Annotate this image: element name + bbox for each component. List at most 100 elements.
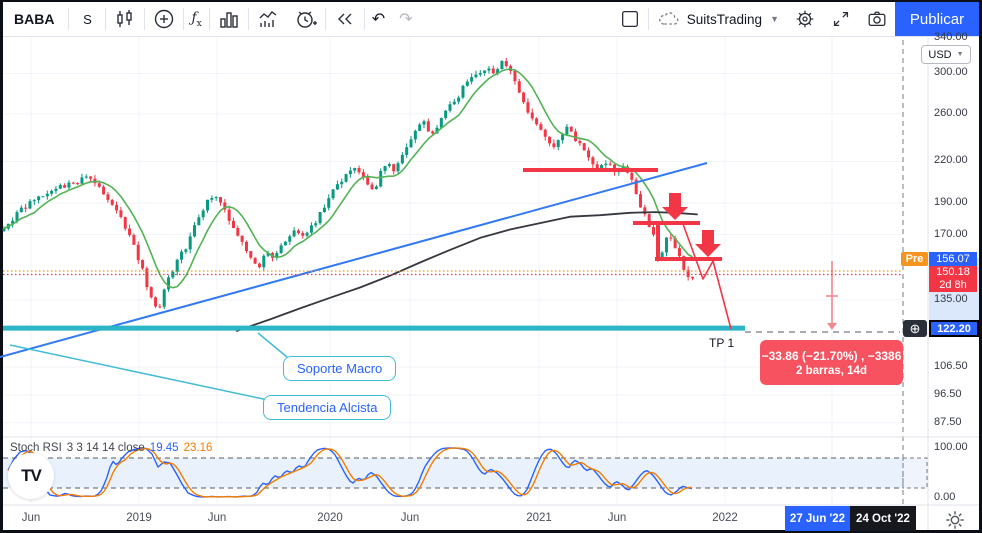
- range-start-date: 27 Jun '22: [789, 512, 846, 525]
- stoch-low-label: 0.00: [934, 491, 956, 503]
- separator: [105, 8, 107, 30]
- separator: [247, 8, 249, 30]
- time-tick-label: Jun: [607, 512, 627, 524]
- indicator-d-value: 23.16: [183, 442, 213, 454]
- indicator-templates-button[interactable]: [210, 2, 248, 36]
- indicators-button[interactable]: ƒx: [184, 2, 208, 36]
- patterns-button[interactable]: [249, 2, 287, 36]
- support-level-value: 122.20: [937, 322, 971, 335]
- separator: [183, 8, 185, 30]
- time-tick-label: Jun: [400, 512, 420, 524]
- price-tick-label: 260.00: [934, 107, 968, 119]
- top-toolbar: BABA S ƒx: [3, 2, 979, 37]
- range-end-date: 24 Oct '22: [856, 512, 910, 525]
- countdown-price: 150.18: [936, 266, 970, 278]
- price-tick-label: 106.50: [934, 360, 968, 372]
- measure-secondary-text: 2 barras, 14d: [796, 364, 867, 377]
- separator: [208, 8, 210, 30]
- last-price-badge: 156.07: [929, 252, 977, 266]
- trend-callout-label: Tendencia Alcista: [277, 400, 378, 415]
- support-callout-label: Soporte Macro: [297, 361, 383, 376]
- fx-icon: ƒx: [191, 9, 202, 29]
- fullscreen-icon: [833, 11, 849, 27]
- toolbar-left-group: BABA S ƒx: [3, 2, 420, 36]
- currency-label: USD: [928, 48, 952, 61]
- range-end-badge: 24 Oct '22: [850, 506, 916, 531]
- settings-button[interactable]: [787, 2, 823, 36]
- separator: [144, 8, 146, 30]
- measure-info-box: −33.86 (−21.70%) , −3386 2 barras, 14d: [760, 340, 903, 385]
- indicator-name: Stoch RSI: [10, 442, 62, 454]
- price-tick-label: 170.00: [934, 228, 968, 240]
- price-tick-label: 340.00: [934, 31, 968, 43]
- time-tick-label: 2020: [317, 512, 343, 524]
- chart-style-button[interactable]: [106, 2, 144, 36]
- separator: [324, 8, 326, 30]
- price-tick-label: 300.00: [934, 66, 968, 78]
- interval-label: S: [83, 11, 92, 27]
- currency-selector[interactable]: USD ▼: [921, 45, 971, 64]
- redo-button[interactable]: ↷: [392, 2, 419, 36]
- publish-label: Publicar: [909, 10, 965, 28]
- stoch-tick-high: 100.00: [934, 441, 968, 453]
- stoch-tick-low: 0.00: [934, 491, 955, 503]
- chart-background: [3, 36, 979, 530]
- measure-primary-text: −33.86 (−21.70%) , −3386: [761, 348, 902, 363]
- undo-button[interactable]: ↶: [365, 2, 392, 36]
- range-start-badge: 27 Jun '22: [785, 506, 850, 531]
- price-tick-label: 135.00: [934, 293, 968, 305]
- take-profit-label: TP 1: [709, 336, 734, 350]
- redo-icon: ↷: [399, 11, 413, 28]
- support-level-badge: 122.20: [929, 320, 979, 337]
- support-callout[interactable]: Soporte Macro: [283, 356, 397, 381]
- price-tick-label: 87.50: [934, 416, 962, 428]
- stoch-high-label: 100.00: [934, 441, 968, 453]
- alert-button[interactable]: [287, 2, 325, 36]
- symbol-button[interactable]: BABA: [3, 2, 68, 36]
- time-tick-label: 2022: [712, 512, 738, 524]
- chevron-down-icon: ▼: [956, 51, 964, 58]
- replay-button[interactable]: [326, 2, 364, 36]
- interval-button[interactable]: S: [69, 2, 105, 36]
- indicator-k-value: 19.45: [149, 442, 179, 454]
- undo-icon: ↶: [371, 11, 386, 28]
- indicator-params: 3 3 14 14 close: [66, 442, 145, 454]
- take-profit-text: TP 1: [709, 336, 735, 350]
- account-menu[interactable]: SuitsTrading ▼: [649, 2, 787, 36]
- candlestick-icon: [117, 10, 133, 27]
- axis-settings-icon[interactable]: [944, 509, 966, 531]
- toolbar-right-group: SuitsTrading ▼: [612, 2, 979, 36]
- price-tick-label: 96.50: [934, 388, 962, 400]
- symbol-label: BABA: [14, 11, 55, 27]
- countdown-badge: 150.18 2d 8h: [929, 266, 977, 292]
- rewind-icon: [337, 13, 352, 25]
- snapshot-button[interactable]: [859, 2, 895, 36]
- cloud-icon: [658, 12, 679, 25]
- add-alert-plus-button[interactable]: ⊕: [903, 320, 927, 337]
- price-tick-label: 220.00: [934, 154, 968, 166]
- indicator-title-row[interactable]: Stoch RSI 3 3 14 14 close 19.45 23.16: [10, 442, 212, 454]
- time-tick-label: Jun: [21, 512, 41, 524]
- gear-icon: [796, 10, 814, 28]
- compare-button[interactable]: [145, 2, 183, 36]
- fullscreen-button[interactable]: [823, 2, 859, 36]
- tradingview-logo[interactable]: TV: [8, 453, 54, 499]
- separator: [68, 8, 70, 30]
- layout-button[interactable]: [612, 2, 648, 36]
- wave-bars-icon: [259, 11, 277, 27]
- separator: [363, 8, 365, 30]
- premarket-badge: Pre: [901, 252, 928, 266]
- columns-chart-icon: [220, 12, 238, 28]
- time-tick-label: 2021: [526, 512, 552, 524]
- premarket-label: Pre: [905, 253, 924, 265]
- layout-square-icon: [621, 11, 638, 27]
- alarm-clock-plus-icon: [297, 11, 317, 28]
- account-name: SuitsTrading: [686, 11, 763, 27]
- separator: [647, 8, 649, 30]
- trend-callout[interactable]: Tendencia Alcista: [263, 395, 392, 420]
- publish-button[interactable]: Publicar: [895, 2, 979, 36]
- chevron-down-icon: ▼: [770, 14, 779, 24]
- camera-icon: [868, 11, 886, 27]
- time-tick-label: Jun: [207, 512, 227, 524]
